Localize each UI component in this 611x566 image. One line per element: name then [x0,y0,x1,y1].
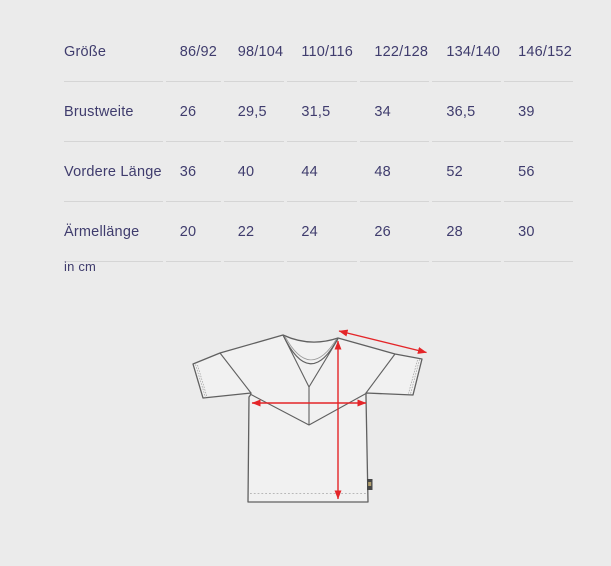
table-cell: 26 [360,202,430,262]
table-cell: 48 [360,142,430,202]
tshirt-diagram [192,329,427,503]
row-label: Ärmellänge [64,202,163,262]
table-cell: 20 [165,202,221,262]
table-cell: 98/104 [223,22,285,82]
collar-inner-line [284,336,337,361]
row-label: Größe [64,22,163,82]
care-tag [367,479,373,490]
row-label: Vordere Länge [64,142,163,202]
table-cell: 40 [223,142,285,202]
table-cell: 26 [165,82,221,142]
table-cell: 34 [360,82,430,142]
table-cell: 30 [504,202,573,262]
left-armhole-seam [219,352,252,394]
right-cuff-stitch [408,359,420,395]
table-cell: 146/152 [504,22,573,82]
row-label: Brustweite [64,82,163,142]
unit-footnote: in cm [64,259,97,274]
sleeve-length-arrow [338,329,427,354]
table-cell: 134/140 [432,22,502,82]
table-cell: 31,5 [287,82,358,142]
table-cell: 29,5 [223,82,285,142]
table-cell: 28 [432,202,502,262]
table-cell: 39 [504,82,573,142]
table-row: Vordere Länge 36 40 44 48 52 56 [64,142,573,202]
tshirt-outline [192,334,423,503]
table-cell: 52 [432,142,502,202]
table-cell: 22 [223,202,285,262]
table-cell: 110/116 [287,22,358,82]
table-cell: 36,5 [432,82,502,142]
table-row: Größe 86/92 98/104 110/116 122/128 134/140 146… [64,22,573,82]
left-cuff-stitch [195,364,208,398]
size-chart-table: Größe 86/92 98/104 110/116 122/128 134/140 146… [61,22,576,262]
size-table-body: Größe 86/92 98/104 110/116 122/128 134/140 146… [64,22,573,262]
table-cell: 44 [287,142,358,202]
right-armhole-seam [365,353,396,394]
table-row: Brustweite 26 29,5 31,5 34 36,5 39 [64,82,573,142]
table-cell: 36 [165,142,221,202]
table-row: Ärmellänge 20 22 24 26 28 30 [64,202,573,262]
table-cell: 86/92 [165,22,221,82]
table-cell: 56 [504,142,573,202]
table-cell: 24 [287,202,358,262]
table-cell: 122/128 [360,22,430,82]
